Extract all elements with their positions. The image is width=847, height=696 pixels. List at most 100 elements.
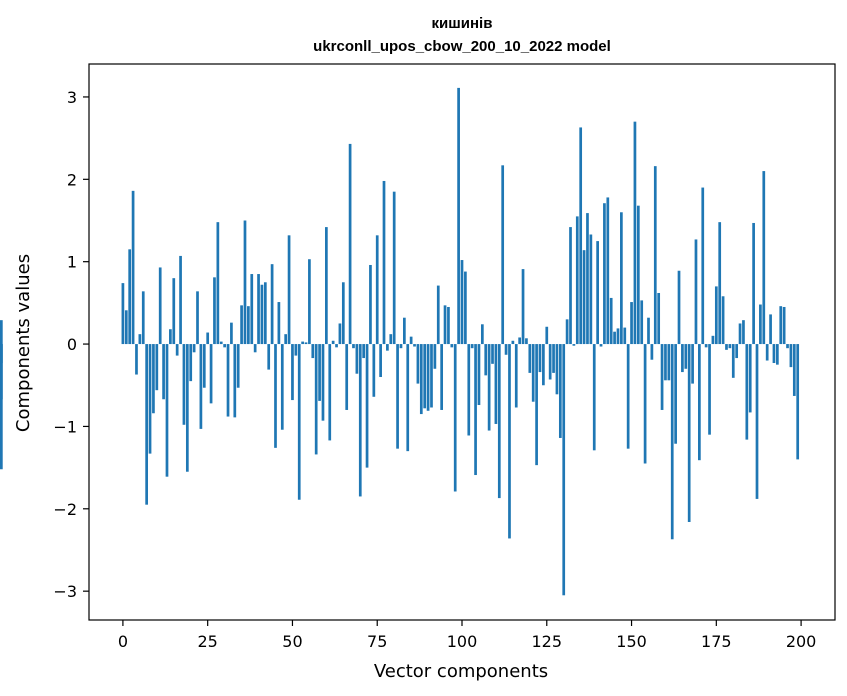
bar-component-7 (145, 344, 148, 505)
bar-component-188 (759, 304, 762, 345)
bar-component-119 (525, 338, 528, 345)
bar-component-145 (613, 331, 616, 345)
bar-component-180 (731, 344, 735, 378)
bar-component-12 (162, 344, 165, 400)
y-tick-label--2: −2 (53, 500, 77, 519)
bar-component-199 (796, 344, 800, 460)
bar-component-168 (691, 344, 694, 384)
bar-component-67 (348, 143, 352, 345)
bar-component-112 (501, 165, 505, 345)
bar-component-101 (464, 271, 467, 345)
bar-component-37 (247, 306, 250, 345)
bar-component-18 (182, 344, 186, 425)
bar-component-23 (199, 344, 203, 429)
bar-component-172 (704, 344, 708, 348)
chart-title-line-2: ukrconll_upos_cbow_200_10_2022 model (313, 38, 611, 55)
y-axis-ticks: −3 −2 −1 0 1 2 3 (53, 88, 89, 601)
bar-component-10 (155, 344, 159, 391)
y-tick-label-1: 1 (67, 253, 77, 272)
bar-component-70 (358, 344, 362, 497)
bar-component-131 (565, 319, 569, 345)
bar-component-174 (711, 335, 715, 345)
bar-component-118 (521, 269, 525, 345)
bar-component-156 (650, 344, 654, 360)
bar-component-27 (213, 277, 216, 345)
bar-component-191 (769, 314, 772, 345)
bar-component-54 (304, 342, 308, 345)
bar-component-142 (603, 203, 606, 345)
x-tick-label-150: 150 (616, 632, 647, 651)
bar-component-123 (538, 344, 542, 373)
x-tick-label-25: 25 (198, 632, 218, 651)
bar-component-25 (206, 332, 210, 345)
bar-component-129 (558, 344, 562, 438)
bar-component-178 (725, 344, 728, 350)
bar-component-95 (443, 305, 447, 345)
bar-component-32 (230, 322, 233, 345)
bar-component-150 (630, 302, 633, 345)
bar-component-15 (172, 278, 176, 345)
bar-component-194 (779, 306, 783, 345)
bar-component-80 (392, 191, 396, 345)
bar-component-109 (491, 344, 494, 364)
bar-component-40 (257, 274, 260, 345)
bar-component-62 (331, 340, 335, 345)
bar-component-5 (138, 334, 142, 345)
bar-component-85 (409, 336, 413, 345)
bar-component-175 (714, 286, 718, 345)
bar-component-77 (382, 180, 386, 345)
bar-component-160 (664, 344, 667, 381)
bar-component-74 (372, 344, 376, 397)
bar-component-41 (260, 284, 264, 345)
bar-component-113 (504, 344, 508, 355)
bar-component-190 (765, 344, 769, 361)
bar-component-176 (718, 222, 722, 345)
bar-component-134 (575, 216, 579, 345)
bar-component-undefined (0, 344, 3, 400)
bar-component-165 (681, 344, 684, 373)
bar-component-81 (396, 344, 399, 449)
bar-component-114 (508, 344, 511, 539)
x-tick-label-75: 75 (367, 632, 387, 651)
bar-component-97 (450, 344, 454, 348)
bar-component-3 (131, 190, 135, 345)
bar-component-6 (141, 291, 145, 345)
bar-component-152 (636, 205, 640, 345)
bar-component-192 (772, 344, 776, 364)
bar-component-13 (165, 344, 169, 477)
bar-component-66 (345, 344, 349, 410)
bar-component-75 (375, 235, 379, 345)
bar-component-182 (738, 323, 742, 345)
bar-series (0, 87, 800, 596)
bar-component-undefined (0, 320, 3, 345)
bar-component-117 (518, 337, 521, 345)
bar-component-124 (542, 344, 545, 386)
bar-component-43 (267, 344, 271, 370)
bar-component-151 (633, 121, 637, 345)
bar-component-105 (477, 344, 481, 406)
bar-component-177 (721, 296, 725, 345)
bar-component-44 (270, 264, 274, 345)
bar-component-166 (684, 344, 688, 369)
bar-component-157 (653, 166, 657, 345)
bar-component-167 (687, 344, 691, 522)
x-axis-label: Vector components (374, 661, 548, 682)
x-tick-label-200: 200 (786, 632, 817, 651)
bar-component-125 (545, 326, 549, 345)
bar-component-39 (253, 344, 257, 353)
bar-component-88 (419, 344, 423, 415)
bar-component-193 (776, 344, 779, 365)
bar-component-130 (562, 344, 566, 596)
x-tick-label-0: 0 (118, 632, 128, 651)
bar-component-9 (152, 344, 155, 414)
y-tick-label--1: −1 (53, 417, 77, 436)
bar-component-21 (192, 344, 196, 353)
bar-component-59 (321, 344, 325, 421)
bar-component-33 (233, 344, 237, 418)
bar-component-4 (135, 344, 138, 375)
bar-component-126 (548, 344, 552, 380)
bar-component-76 (379, 344, 382, 378)
bar-component-121 (531, 344, 535, 402)
plot-area-frame (88, 63, 836, 621)
bar-component-56 (311, 344, 315, 359)
